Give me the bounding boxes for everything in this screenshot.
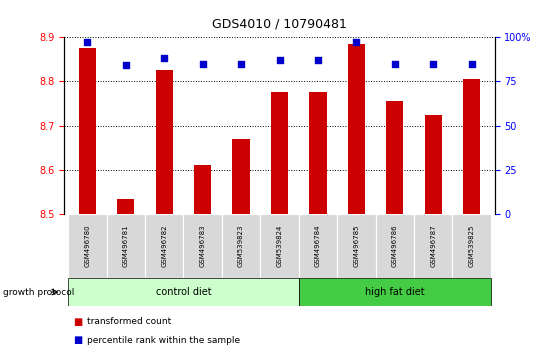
Text: GSM539823: GSM539823 bbox=[238, 225, 244, 267]
Text: transformed count: transformed count bbox=[87, 318, 171, 326]
Bar bbox=[299, 278, 491, 306]
Point bbox=[390, 61, 399, 67]
Text: control diet: control diet bbox=[155, 287, 211, 297]
Text: GSM539825: GSM539825 bbox=[468, 225, 475, 267]
Bar bbox=[452, 214, 491, 278]
Point bbox=[275, 57, 284, 63]
Bar bbox=[337, 214, 376, 278]
Text: GSM496784: GSM496784 bbox=[315, 225, 321, 267]
Bar bbox=[348, 44, 365, 214]
Text: GSM496785: GSM496785 bbox=[353, 225, 359, 267]
Bar bbox=[222, 214, 260, 278]
Bar bbox=[376, 214, 414, 278]
Bar bbox=[463, 79, 480, 214]
Point bbox=[121, 63, 130, 68]
Text: GSM496786: GSM496786 bbox=[392, 225, 398, 267]
Bar bbox=[68, 278, 299, 306]
Bar bbox=[299, 214, 337, 278]
Bar bbox=[79, 48, 96, 214]
Point bbox=[352, 40, 361, 45]
Bar bbox=[107, 214, 145, 278]
Bar bbox=[145, 214, 183, 278]
Point bbox=[160, 56, 169, 61]
Point bbox=[83, 40, 92, 45]
Bar bbox=[117, 199, 134, 214]
Text: percentile rank within the sample: percentile rank within the sample bbox=[87, 336, 240, 345]
Bar bbox=[271, 92, 288, 214]
Text: GSM496787: GSM496787 bbox=[430, 225, 436, 267]
Point bbox=[429, 61, 438, 67]
Text: GSM496782: GSM496782 bbox=[161, 225, 167, 267]
Bar bbox=[414, 214, 452, 278]
Text: GSM496781: GSM496781 bbox=[123, 225, 129, 267]
Bar bbox=[386, 101, 404, 214]
Text: ■: ■ bbox=[73, 335, 82, 345]
Text: GSM496780: GSM496780 bbox=[84, 225, 91, 267]
Point bbox=[467, 61, 476, 67]
Point bbox=[198, 61, 207, 67]
Text: high fat diet: high fat diet bbox=[365, 287, 425, 297]
Bar bbox=[309, 92, 326, 214]
Bar bbox=[233, 139, 250, 214]
Text: GSM539824: GSM539824 bbox=[277, 225, 282, 267]
Text: GSM496783: GSM496783 bbox=[200, 225, 206, 267]
Text: ■: ■ bbox=[73, 317, 82, 327]
Bar bbox=[260, 214, 299, 278]
Text: GDS4010 / 10790481: GDS4010 / 10790481 bbox=[212, 17, 347, 30]
Bar bbox=[68, 214, 107, 278]
Point bbox=[236, 61, 245, 67]
Bar bbox=[155, 70, 173, 214]
Bar bbox=[183, 214, 222, 278]
Bar bbox=[194, 166, 211, 214]
Text: growth protocol: growth protocol bbox=[3, 287, 74, 297]
Bar bbox=[425, 115, 442, 214]
Point bbox=[314, 57, 323, 63]
